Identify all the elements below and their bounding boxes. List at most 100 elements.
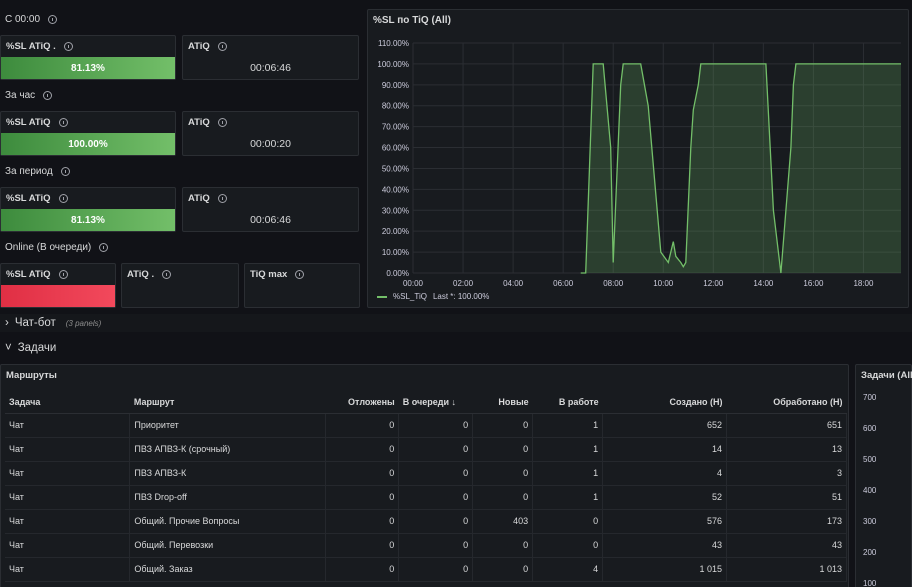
y-tick-label: 80.00% [382, 102, 409, 111]
info-icon[interactable] [162, 270, 172, 279]
table-row[interactable]: Чат ПВЗ АПВЗ-К (срочный) 0 0 0 1 14 13 [5, 437, 847, 462]
table-cell: 0 [398, 413, 474, 438]
table-cell: 4 [602, 461, 728, 486]
table-cell: 173 [726, 509, 847, 534]
table-row[interactable]: Чат Общий. Заказ 0 0 0 4 1 015 1 013 [5, 557, 847, 582]
table-cell: 3 [726, 461, 847, 486]
col-header[interactable]: Задача [5, 391, 130, 414]
y-tick-label: 600 [863, 424, 877, 433]
table-cell: 0 [472, 557, 534, 582]
legend-swatch [377, 295, 387, 298]
table-cell: 0 [472, 461, 534, 486]
tasks-chart-title: Задачи (All [861, 370, 912, 381]
info-icon[interactable] [295, 270, 305, 279]
table-cell: 651 [726, 413, 847, 438]
table-cell: Чат [5, 509, 131, 534]
table-cell: 576 [602, 509, 728, 534]
table-cell: 0 [325, 485, 400, 510]
table-cell: 0 [472, 485, 534, 510]
x-tick-label: 16:00 [803, 279, 824, 288]
chevron-right-icon: › [5, 317, 9, 329]
table-cell: 0 [325, 413, 400, 438]
table-cell: 0 [398, 461, 474, 486]
info-icon[interactable] [217, 118, 227, 127]
table-cell: Чат [5, 485, 131, 510]
y-tick-label: 700 [863, 393, 877, 402]
table-cell: 0 [532, 509, 604, 534]
online-tiq-max-panel: TiQ max [244, 263, 360, 308]
x-tick-label: 08:00 [603, 279, 624, 288]
sl-atiq-panel-2: %SL ATiQ 100.00% [0, 111, 176, 156]
x-tick-label: 00:00 [403, 279, 424, 288]
atiq-panel-1: ATiQ 00:06:46 [182, 35, 359, 80]
table-row[interactable]: Чат ПВЗ Drop-off 0 0 0 1 52 51 [5, 485, 847, 510]
info-icon[interactable] [217, 42, 227, 51]
routes-panel: Маршруты Задача Маршрут Отложены В очере… [0, 364, 849, 587]
tasks-chart-panel: Задачи (All 700 600 500 400 300 200 100 [855, 364, 912, 587]
table-row[interactable]: Чат Приоритет 0 0 0 1 652 651 [5, 413, 847, 438]
x-tick-label: 14:00 [753, 279, 774, 288]
section-tasks[interactable]: ˅ Задачи [5, 342, 57, 354]
table-cell: 0 [325, 461, 400, 486]
table-cell: 0 [472, 437, 534, 462]
table-cell: 0 [398, 437, 474, 462]
info-icon[interactable] [60, 167, 70, 176]
sl-atiq-panel-1: %SL ATiQ . 81.13% [0, 35, 176, 80]
y-tick-label: 0.00% [386, 269, 409, 278]
online-sl-bar [1, 285, 115, 307]
table-row[interactable]: Чат ПВЗ АПВЗ-К 0 0 0 1 4 3 [5, 461, 847, 486]
table-cell: 52 [602, 485, 728, 510]
series-line [580, 63, 901, 274]
routes-table: Задача Маршрут Отложены В очереди ↓ Новы… [5, 391, 847, 582]
y-tick-label: 50.00% [382, 164, 409, 173]
table-cell: Чат [5, 413, 131, 438]
table-cell: ПВЗ АПВЗ-К (срочный) [129, 437, 327, 462]
table-cell: 0 [325, 557, 400, 582]
col-header[interactable]: Обработано (Н) [726, 391, 847, 414]
info-icon[interactable] [43, 91, 53, 100]
sort-arrow-icon: ↓ [451, 396, 457, 407]
sl-gauge-bar: 81.13% [1, 209, 175, 231]
col-header[interactable]: В работе [532, 391, 603, 414]
info-icon[interactable] [58, 194, 68, 203]
y-tick-label: 200 [863, 548, 877, 557]
table-cell: 0 [472, 533, 534, 558]
y-tick-label: 10.00% [382, 248, 409, 257]
y-tick-label: 100.00% [377, 60, 409, 69]
sl-chart[interactable]: 0.00% 10.00% 20.00% 30.00% 40.00% 50.00% 60.00… [368, 10, 908, 307]
section-chatbot[interactable]: › Чат-бот (3 panels) [0, 314, 912, 332]
col-header[interactable]: Создано (Н) [602, 391, 727, 414]
table-cell: Чат [5, 557, 131, 582]
info-icon[interactable] [48, 15, 58, 24]
info-icon[interactable] [58, 270, 68, 279]
y-tick-label: 60.00% [382, 144, 409, 153]
col-header[interactable]: Маршрут [129, 391, 326, 414]
info-icon[interactable] [217, 194, 227, 203]
table-cell: 0 [532, 533, 604, 558]
atiq-value: 00:00:20 [250, 138, 291, 150]
table-cell: 0 [325, 533, 400, 558]
table-cell: Общий. Заказ [129, 557, 327, 582]
table-row[interactable]: Чат Общий. Перевозки 0 0 0 0 43 43 [5, 533, 847, 558]
y-tick-label: 30.00% [382, 206, 409, 215]
y-tick-label: 400 [863, 486, 877, 495]
table-cell: 43 [726, 533, 847, 558]
info-icon[interactable] [63, 42, 73, 51]
online-sl-panel: %SL ATiQ [0, 263, 116, 308]
info-icon[interactable] [58, 118, 68, 127]
y-tick-label: 90.00% [382, 81, 409, 90]
table-cell: 51 [726, 485, 847, 510]
table-row[interactable]: Чат Общий. Прочие Вопросы 0 0 403 0 576 173 [5, 509, 847, 534]
row-title-hour: За час [5, 90, 53, 101]
atiq-panel-2: ATiQ 00:00:20 [182, 111, 359, 156]
col-header-sorted[interactable]: В очереди ↓ [398, 391, 473, 414]
series-area [580, 63, 901, 274]
col-header[interactable]: Новые [472, 391, 533, 414]
sl-chart-title: %SL по TiQ (All) [373, 15, 451, 26]
col-header[interactable]: Отложены [325, 391, 399, 414]
sl-atiq-panel-3: %SL ATiQ 81.13% [0, 187, 176, 232]
chart-legend[interactable]: %SL_TiQ Last *: 100.00% [377, 292, 489, 301]
sl-chart-panel: %SL по TiQ (All) 0.00% 10.00% 20.00% 30.00%… [367, 9, 909, 308]
info-icon[interactable] [99, 243, 109, 252]
y-tick-label: 110.00% [378, 39, 409, 48]
